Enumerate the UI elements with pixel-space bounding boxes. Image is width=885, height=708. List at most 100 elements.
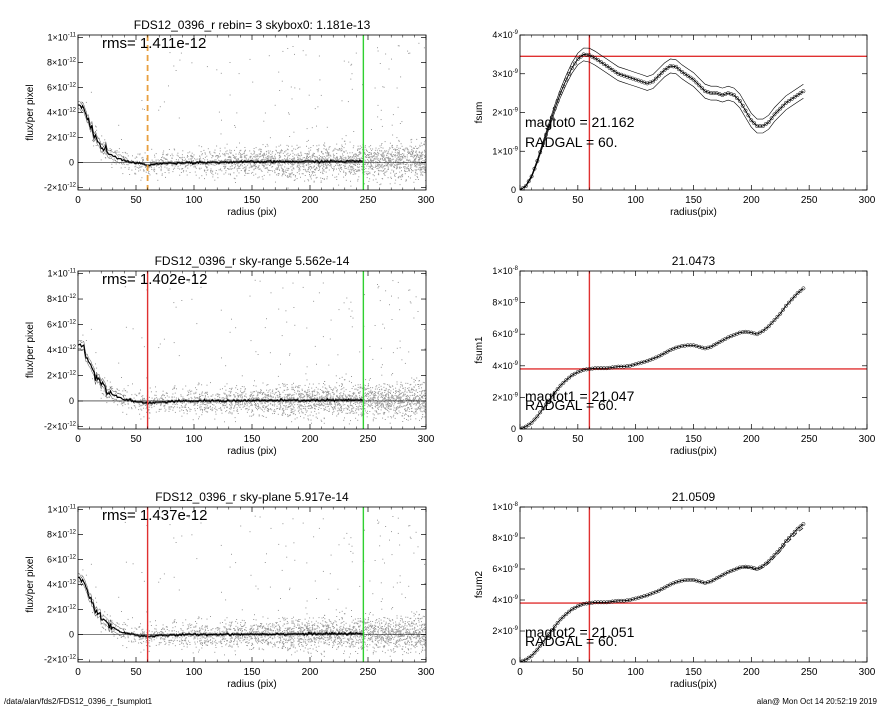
scatter-point: [382, 155, 384, 157]
scatter-point: [359, 392, 361, 394]
scatter-point: [308, 406, 310, 407]
scatter-point: [240, 164, 242, 166]
scatter-point: [215, 155, 217, 156]
scatter-point: [390, 390, 392, 392]
scatter-point: [323, 178, 325, 180]
scatter-point: [106, 402, 108, 404]
scatter-point: [270, 154, 272, 155]
scatter-point: [368, 393, 370, 395]
scatter-point: [373, 152, 375, 154]
scatter-point: [184, 158, 186, 160]
scatter-point: [360, 397, 362, 399]
scatter-point: [182, 168, 184, 169]
scatter-point: [182, 396, 184, 398]
scatter-point: [127, 402, 129, 404]
scatter-point: [171, 396, 173, 398]
scatter-point: [368, 396, 370, 398]
scatter-point: [323, 178, 325, 180]
scatter-point: [367, 160, 369, 162]
scatter-point: [291, 98, 293, 100]
scatter-point: [350, 172, 352, 173]
scatter-point: [235, 153, 237, 155]
scatter-point: [339, 395, 340, 397]
scatter-point: [413, 181, 415, 183]
scatter-point: [408, 399, 410, 401]
scatter-point: [154, 398, 156, 400]
scatter-point: [177, 165, 179, 167]
scatter-point: [274, 413, 275, 414]
scatter-point: [385, 160, 387, 162]
scatter-point: [306, 145, 307, 147]
scatter-point: [384, 419, 386, 420]
scatter-point: [295, 393, 297, 395]
scatter-point: [287, 176, 289, 178]
scatter-point: [269, 157, 271, 159]
fsum-marker: [546, 124, 551, 129]
scatter-point: [369, 171, 371, 173]
scatter-point: [375, 411, 377, 413]
scatter-point: [357, 145, 359, 147]
scatter-point: [356, 170, 358, 172]
scatter-point: [306, 406, 308, 408]
scatter-point: [408, 389, 410, 391]
scatter-point: [367, 172, 369, 174]
scatter-point: [385, 171, 387, 173]
scatter-point: [393, 414, 395, 416]
scatter-point: [230, 156, 232, 158]
scatter-point: [121, 403, 123, 405]
scatter-point: [245, 167, 247, 169]
scatter-point: [324, 397, 326, 399]
scatter-point: [219, 160, 221, 162]
scatter-point: [347, 168, 349, 170]
scatter-point: [423, 167, 425, 169]
scatter-point: [335, 397, 337, 399]
scatter-point: [334, 402, 336, 404]
scatter-point: [239, 142, 240, 144]
scatter-point: [368, 156, 370, 158]
scatter-point: [330, 387, 332, 389]
scatter-point: [406, 163, 408, 165]
scatter-point: [321, 156, 323, 158]
scatter-point: [420, 158, 422, 160]
scatter-point: [392, 162, 394, 164]
scatter-point: [374, 388, 376, 390]
scatter-point: [223, 163, 225, 165]
scatter-point: [410, 415, 412, 416]
scatter-point: [161, 159, 163, 161]
scatter-point: [163, 150, 165, 152]
scatter-point: [294, 179, 296, 181]
scatter-point: [179, 407, 181, 409]
scatter-point: [411, 400, 412, 401]
scatter-point: [146, 377, 148, 379]
scatter-point: [387, 398, 389, 400]
scatter-point: [297, 397, 299, 399]
scatter-point: [348, 406, 350, 408]
scatter-point: [422, 414, 424, 415]
scatter-point: [326, 178, 328, 180]
scatter-point: [420, 399, 422, 400]
scatter-point: [144, 166, 146, 168]
scatter-point: [358, 408, 360, 410]
scatter-point: [349, 409, 351, 411]
scatter-point: [158, 109, 160, 111]
scatter-point: [217, 155, 219, 157]
scatter-point: [297, 157, 299, 159]
scatter-point: [188, 163, 190, 165]
scatter-point: [250, 157, 252, 159]
scatter-point: [390, 417, 392, 419]
scatter-point: [273, 393, 275, 395]
scatter-point: [345, 395, 347, 397]
scatter-point: [287, 393, 289, 395]
scatter-point: [317, 392, 319, 394]
scatter-point: [390, 160, 392, 162]
scatter-point: [355, 153, 357, 155]
scatter-point: [350, 401, 351, 403]
fsum-marker: [775, 109, 780, 114]
scatter-point: [172, 393, 174, 395]
scatter-point: [175, 159, 177, 161]
scatter-point: [391, 169, 393, 171]
scatter-point: [299, 167, 301, 169]
scatter-point: [352, 156, 354, 158]
scatter-point: [298, 387, 300, 389]
scatter-point: [403, 399, 405, 401]
